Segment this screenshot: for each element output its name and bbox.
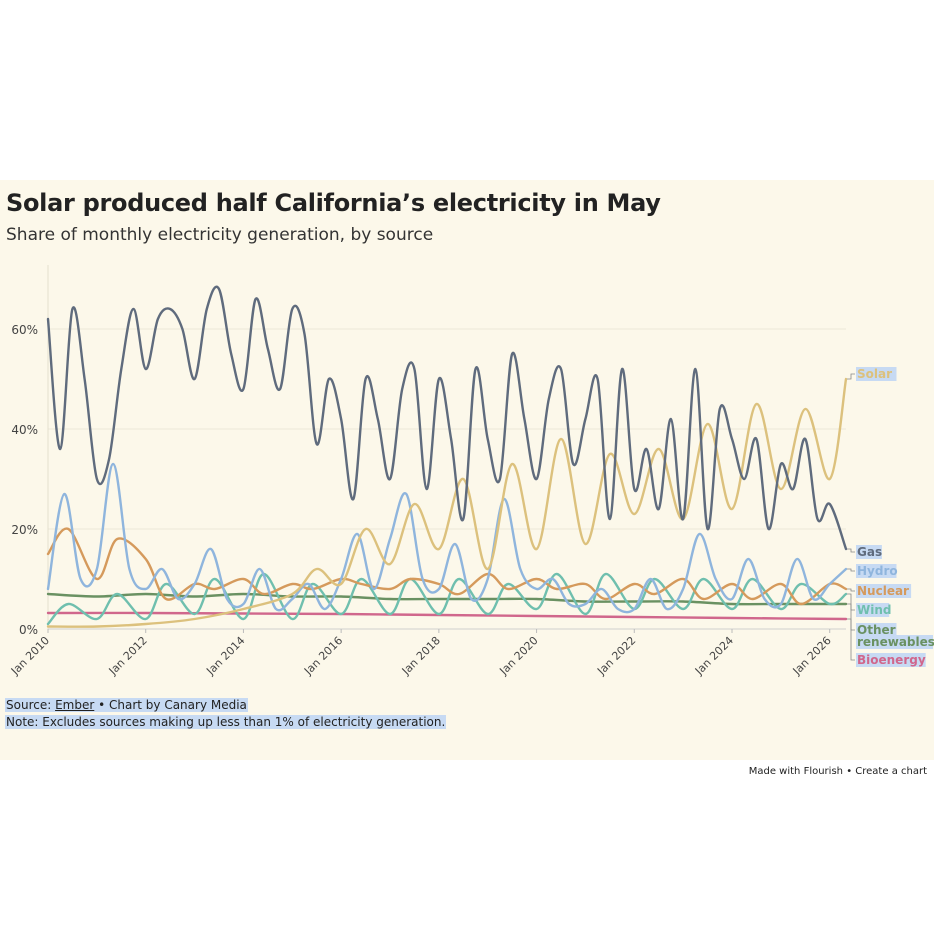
series-label-bg <box>856 367 897 381</box>
series-label: Other <box>857 623 896 637</box>
create-chart-link[interactable]: Create a chart <box>855 766 927 777</box>
source-prefix: Source: <box>6 698 56 712</box>
chart-subtitle: Share of monthly electricity generation,… <box>6 225 434 245</box>
x-tick-label: Jan 2026 <box>790 634 834 678</box>
y-tick-label: 40% <box>11 423 38 437</box>
series-line-solar <box>46 377 848 628</box>
source-link-ember[interactable]: Ember <box>55 698 95 712</box>
line-chart: 0% 20% 40% 60% Jan 2010 Jan 2012 Jan 2014 Jan 2… <box>8 265 934 678</box>
series-label: Hydro <box>857 564 898 578</box>
series-line-nuclear <box>46 527 848 606</box>
series-label: Wind <box>857 603 891 617</box>
label-leader <box>847 603 855 631</box>
x-tick-label: Jan 2014 <box>203 634 247 678</box>
x-tick-label: Jan 2020 <box>497 634 541 678</box>
series-label: Solar <box>857 367 892 381</box>
series-label: Nuclear <box>857 584 909 598</box>
label-leader <box>847 593 855 611</box>
note-line: Note: Excludes sources making up less th… <box>5 715 447 729</box>
series-label-bg <box>856 545 882 559</box>
label-leader <box>847 373 855 380</box>
series-line-hydro <box>46 462 848 614</box>
y-tick-label: 60% <box>11 323 38 337</box>
series-line-gas <box>46 285 848 551</box>
series-label-bg <box>856 623 897 637</box>
series-line-bioenergy <box>46 611 848 621</box>
made-with-flourish-link[interactable]: Made with Flourish <box>748 766 843 777</box>
x-tick-label: Jan 2010 <box>8 634 52 678</box>
x-tick-label: Jan 2016 <box>301 634 345 678</box>
x-tick-label: Jan 2018 <box>399 634 443 678</box>
x-tick-label: Jan 2024 <box>692 634 736 678</box>
series-label: Bioenergy <box>857 653 926 667</box>
label-leader <box>847 568 855 572</box>
label-leader <box>847 548 855 553</box>
label-leader <box>847 618 855 661</box>
x-tick-label: Jan 2022 <box>594 634 638 678</box>
series-line-other-renewables <box>46 592 848 606</box>
series-label-bg <box>856 653 926 667</box>
series-label: renewables <box>857 635 934 649</box>
y-tick-label: 0% <box>19 623 38 637</box>
source-suffix: • Chart by Canary Media <box>94 698 247 712</box>
series-label-bg <box>856 564 897 578</box>
flourish-credit: Made with Flourish • Create a chart <box>749 766 927 777</box>
source-line: Source: Ember • Chart by Canary Media <box>5 698 248 712</box>
series-label-bg <box>856 603 890 617</box>
chart-title: Solar produced half California’s electri… <box>6 189 661 217</box>
credit-separator: • <box>846 766 853 777</box>
y-tick-label: 20% <box>11 523 38 537</box>
series-label-bg <box>856 635 933 649</box>
x-tick-label: Jan 2012 <box>106 634 150 678</box>
series-label-bg <box>856 584 912 598</box>
series-label: Gas <box>857 545 882 559</box>
label-leader <box>847 588 855 592</box>
